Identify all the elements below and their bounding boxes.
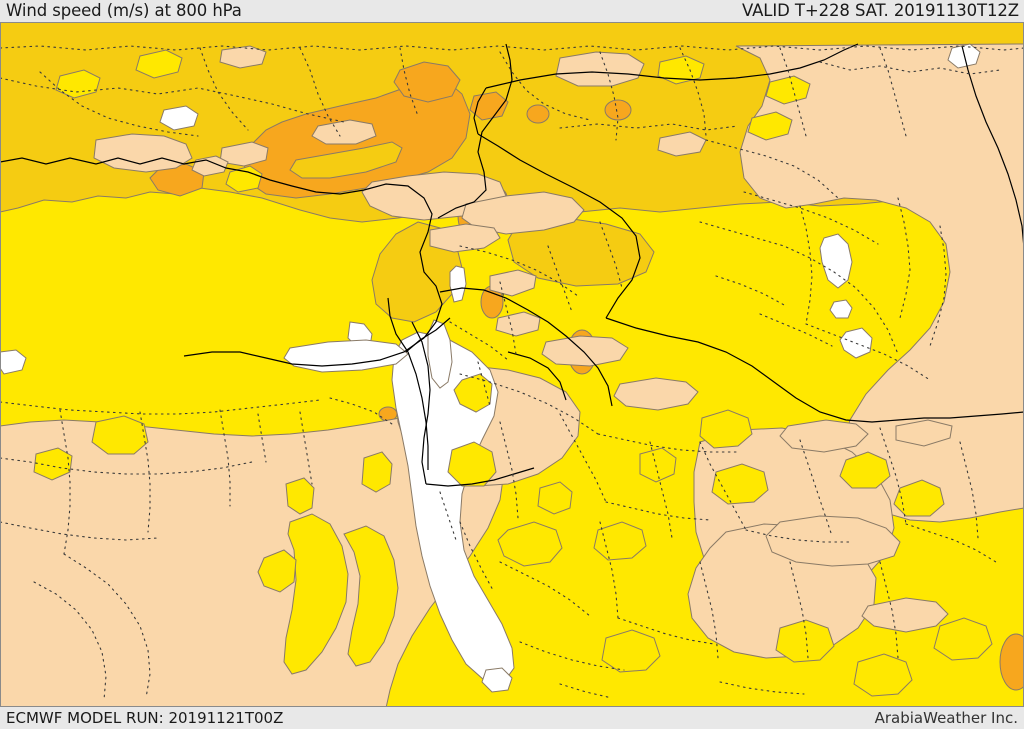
model-run-label: ECMWF MODEL RUN: 20191121T00Z xyxy=(6,709,284,727)
coastline-layer xyxy=(0,43,1024,487)
footer-bar: ECMWF MODEL RUN: 20191121T00Z ArabiaWeat… xyxy=(0,707,1024,729)
provider-credit-label: ArabiaWeather Inc. xyxy=(874,709,1018,727)
page-title: Wind speed (m/s) at 800 hPa xyxy=(6,1,242,20)
header-bar: Wind speed (m/s) at 800 hPa VALID T+228 … xyxy=(0,0,1024,22)
map-canvas[interactable] xyxy=(0,22,1024,707)
contour-fill-svg xyxy=(0,22,1024,707)
admin-border-layer xyxy=(0,45,1024,701)
fill-band-white xyxy=(0,43,981,693)
fill-band-yellow-patches xyxy=(33,49,993,697)
valid-time-label: VALID T+228 SAT. 20191130T12Z xyxy=(741,1,1019,20)
